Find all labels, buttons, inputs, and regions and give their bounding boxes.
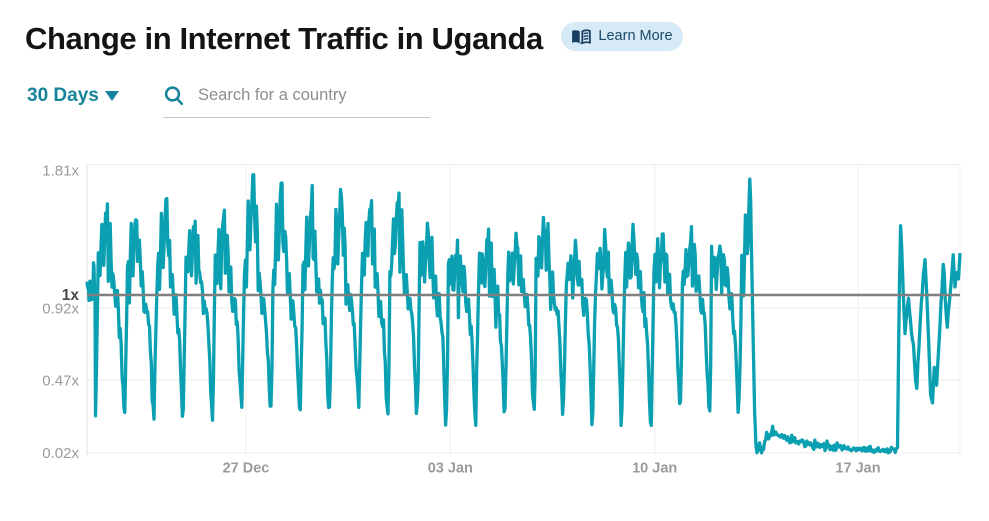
svg-text:0.02x: 0.02x bbox=[42, 445, 79, 462]
svg-text:0.92x: 0.92x bbox=[42, 301, 79, 318]
svg-text:1x: 1x bbox=[62, 287, 80, 304]
svg-text:10 Jan: 10 Jan bbox=[632, 461, 677, 477]
svg-text:17 Jan: 17 Jan bbox=[835, 461, 880, 477]
svg-text:03 Jan: 03 Jan bbox=[428, 461, 473, 477]
svg-text:27 Dec: 27 Dec bbox=[223, 461, 270, 477]
svg-text:0.47x: 0.47x bbox=[42, 373, 79, 390]
svg-text:1.81x: 1.81x bbox=[42, 163, 79, 180]
